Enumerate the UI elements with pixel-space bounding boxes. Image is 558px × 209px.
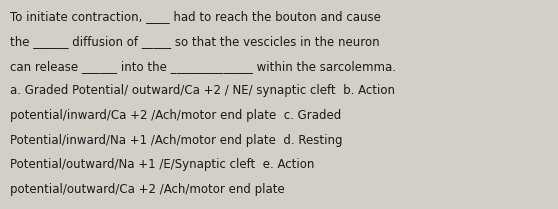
Text: a. Graded Potential/ outward/Ca +2 / NE/ synaptic cleft  b. Action: a. Graded Potential/ outward/Ca +2 / NE/… [10, 84, 395, 97]
Text: can release ______ into the ______________ within the sarcolemma.: can release ______ into the ____________… [10, 60, 396, 73]
Text: potential/outward/Ca +2 /Ach/motor end plate: potential/outward/Ca +2 /Ach/motor end p… [10, 183, 285, 196]
Text: the ______ diffusion of _____ so that the vescicles in the neuron: the ______ diffusion of _____ so that th… [10, 35, 379, 48]
Text: potential/inward/Ca +2 /Ach/motor end plate  c. Graded: potential/inward/Ca +2 /Ach/motor end pl… [10, 109, 341, 122]
Text: To initiate contraction, ____ had to reach the bouton and cause: To initiate contraction, ____ had to rea… [10, 10, 381, 23]
Text: Potential/inward/Na +1 /Ach/motor end plate  d. Resting: Potential/inward/Na +1 /Ach/motor end pl… [10, 134, 343, 147]
Text: Potential/outward/Na +1 /E/Synaptic cleft  e. Action: Potential/outward/Na +1 /E/Synaptic clef… [10, 158, 314, 171]
